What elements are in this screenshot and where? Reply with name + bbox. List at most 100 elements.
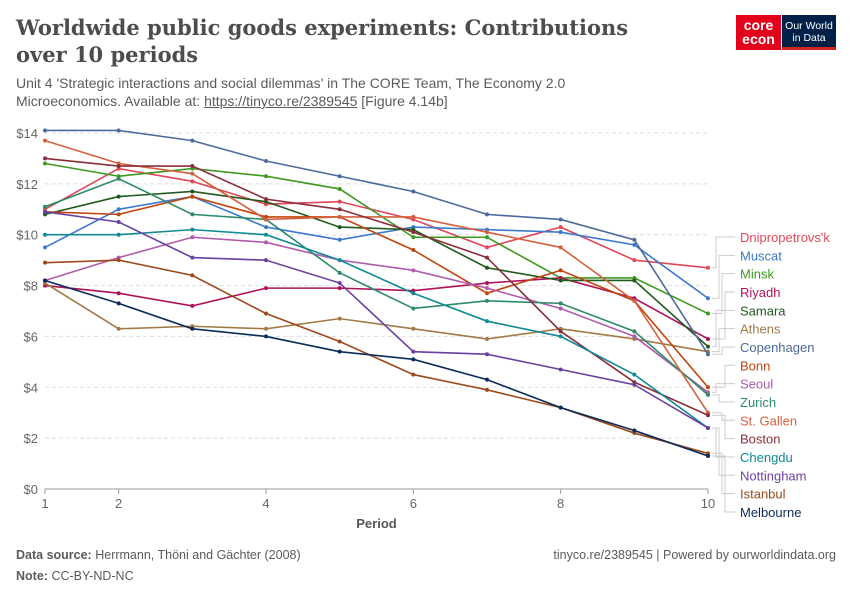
data-point bbox=[116, 212, 121, 217]
data-point bbox=[337, 281, 342, 286]
data-point bbox=[116, 326, 121, 331]
data-point bbox=[264, 217, 268, 222]
data-point bbox=[558, 329, 563, 334]
series-line-samara bbox=[44, 190, 709, 348]
data-point bbox=[558, 230, 563, 235]
series-line-athens bbox=[44, 282, 709, 353]
y-tick-label: $8 bbox=[24, 279, 38, 294]
legend-label: Riyadh bbox=[740, 285, 780, 300]
series-line-melbourne bbox=[44, 279, 709, 457]
legend-label: Samara bbox=[740, 303, 786, 318]
series-line-nottingham bbox=[44, 211, 709, 429]
subtitle-suffix: [Figure 4.14b] bbox=[357, 93, 448, 109]
data-point bbox=[264, 334, 268, 339]
x-tick-label: 1 bbox=[41, 496, 48, 511]
data-point bbox=[190, 273, 195, 278]
data-point bbox=[190, 303, 195, 308]
data-point bbox=[264, 286, 268, 291]
data-point bbox=[632, 382, 637, 387]
data-point bbox=[485, 281, 489, 286]
data-point bbox=[558, 245, 563, 250]
data-point bbox=[43, 204, 47, 209]
x-tick-label: 6 bbox=[410, 496, 417, 511]
x-tick-label: 4 bbox=[262, 496, 269, 511]
legend-label: Istanbul bbox=[740, 487, 786, 502]
data-point bbox=[337, 237, 342, 242]
series-line-minsk bbox=[44, 162, 709, 315]
data-point bbox=[558, 367, 563, 372]
data-point bbox=[558, 334, 563, 339]
data-point bbox=[190, 164, 195, 169]
y-tick-label: $2 bbox=[24, 431, 38, 446]
data-point bbox=[337, 286, 342, 291]
data-point bbox=[116, 194, 121, 199]
data-point bbox=[632, 372, 637, 377]
data-point bbox=[411, 357, 416, 362]
data-point bbox=[485, 245, 489, 250]
data-point bbox=[43, 161, 47, 166]
data-point bbox=[411, 268, 416, 273]
data-point bbox=[411, 291, 416, 296]
legend-label: Seoul bbox=[740, 377, 773, 392]
legend-connector bbox=[712, 364, 735, 388]
data-point bbox=[264, 311, 268, 316]
data-point bbox=[558, 278, 563, 283]
series-line-copenhagen bbox=[45, 129, 709, 355]
data-point bbox=[485, 235, 489, 240]
y-tick-label: $0 bbox=[24, 482, 38, 497]
data-point bbox=[264, 240, 268, 245]
data-point bbox=[632, 334, 637, 339]
x-tick-label: 10 bbox=[701, 496, 715, 511]
series-line-seoul bbox=[44, 236, 709, 394]
x-tick-label: 8 bbox=[557, 496, 564, 511]
data-point bbox=[337, 207, 342, 212]
data-point bbox=[43, 260, 47, 265]
legend-label: Copenhagen bbox=[740, 340, 814, 355]
data-point bbox=[558, 306, 563, 311]
footer-links[interactable]: tinyco.re/2389545 | Powered by ourworldi… bbox=[553, 548, 836, 562]
data-point bbox=[558, 268, 563, 273]
data-point bbox=[706, 352, 710, 357]
data-point bbox=[337, 225, 342, 230]
data-point bbox=[411, 235, 416, 240]
series-line-st-gallen bbox=[44, 139, 709, 414]
data-point bbox=[190, 194, 195, 199]
data-point bbox=[264, 326, 268, 331]
data-point bbox=[632, 242, 637, 247]
note: Note: CC-BY-ND-NC bbox=[16, 569, 134, 583]
data-point bbox=[190, 138, 195, 143]
x-axis-label: Period bbox=[356, 516, 397, 531]
data-point bbox=[116, 291, 121, 296]
data-point bbox=[706, 296, 710, 301]
legend-connector bbox=[712, 254, 735, 299]
series-line-boston bbox=[44, 157, 709, 416]
data-source-text: Herrmann, Thöni and Gächter (2008) bbox=[95, 548, 301, 562]
subtitle-link[interactable]: https://tinyco.re/2389545 bbox=[204, 93, 358, 109]
data-point bbox=[485, 377, 489, 382]
owid-logo[interactable]: Our World in Data bbox=[782, 15, 836, 50]
legend-connector bbox=[712, 452, 735, 495]
data-point bbox=[337, 339, 342, 344]
data-point bbox=[632, 237, 637, 242]
data-point bbox=[485, 230, 489, 235]
data-point bbox=[411, 349, 416, 354]
series-line-bonn bbox=[44, 195, 709, 388]
data-point bbox=[485, 265, 489, 270]
data-point bbox=[43, 232, 47, 237]
data-point bbox=[190, 227, 195, 232]
data-point bbox=[337, 270, 342, 275]
data-point bbox=[43, 128, 47, 133]
data-point bbox=[116, 301, 121, 306]
core-econ-logo[interactable]: core econ bbox=[736, 15, 781, 50]
chart-title: Worldwide public goods experiments: Cont… bbox=[16, 15, 629, 67]
data-point bbox=[43, 138, 47, 143]
legend-label: Melbourne bbox=[740, 505, 801, 520]
data-point bbox=[706, 453, 710, 458]
data-point bbox=[337, 186, 342, 191]
data-point bbox=[264, 258, 268, 263]
series-line-istanbul bbox=[44, 259, 709, 455]
y-tick-label: $10 bbox=[16, 228, 38, 243]
data-point bbox=[485, 298, 489, 303]
legend-label: Bonn bbox=[740, 358, 770, 373]
